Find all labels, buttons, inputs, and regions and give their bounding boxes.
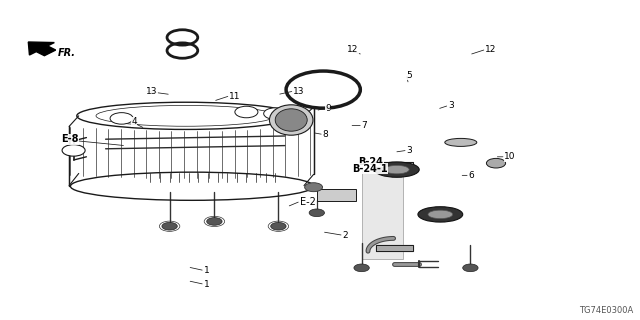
Circle shape — [271, 222, 286, 230]
Ellipse shape — [269, 105, 313, 135]
Ellipse shape — [418, 207, 463, 222]
Circle shape — [62, 145, 85, 156]
Ellipse shape — [374, 162, 419, 177]
Text: 13: 13 — [293, 87, 305, 96]
Text: 6: 6 — [468, 171, 474, 180]
Ellipse shape — [445, 138, 477, 147]
Circle shape — [110, 113, 133, 124]
Circle shape — [162, 222, 177, 230]
Text: 2: 2 — [342, 231, 348, 240]
Ellipse shape — [428, 210, 452, 219]
Circle shape — [305, 183, 323, 192]
Text: E-2: E-2 — [300, 196, 316, 207]
Text: 1: 1 — [204, 280, 209, 289]
Text: 12: 12 — [347, 45, 358, 54]
Text: B-24: B-24 — [358, 156, 383, 167]
Circle shape — [354, 264, 369, 272]
Text: 11: 11 — [229, 92, 241, 100]
Circle shape — [463, 264, 478, 272]
Text: 9: 9 — [325, 104, 331, 113]
Text: 10: 10 — [504, 152, 516, 161]
Text: 12: 12 — [485, 45, 497, 54]
Text: 1: 1 — [204, 266, 209, 275]
Circle shape — [235, 106, 258, 118]
FancyArrow shape — [28, 42, 56, 56]
Circle shape — [207, 218, 222, 225]
Text: TG74E0300A: TG74E0300A — [579, 306, 634, 315]
FancyBboxPatch shape — [362, 170, 403, 259]
Ellipse shape — [385, 165, 409, 174]
Circle shape — [264, 108, 287, 119]
Text: E-8: E-8 — [61, 134, 78, 144]
Text: 3: 3 — [406, 146, 412, 155]
Ellipse shape — [275, 109, 307, 131]
Polygon shape — [376, 245, 413, 251]
FancyBboxPatch shape — [317, 189, 356, 201]
Text: FR.: FR. — [58, 48, 76, 59]
Text: 3: 3 — [448, 101, 454, 110]
Text: 7: 7 — [362, 121, 367, 130]
Circle shape — [309, 209, 324, 217]
Text: 8: 8 — [323, 130, 328, 139]
Text: 13: 13 — [146, 87, 157, 96]
Text: 5: 5 — [406, 71, 412, 80]
Text: B-24-1: B-24-1 — [352, 164, 388, 174]
Text: 4: 4 — [131, 117, 137, 126]
Circle shape — [486, 158, 506, 168]
